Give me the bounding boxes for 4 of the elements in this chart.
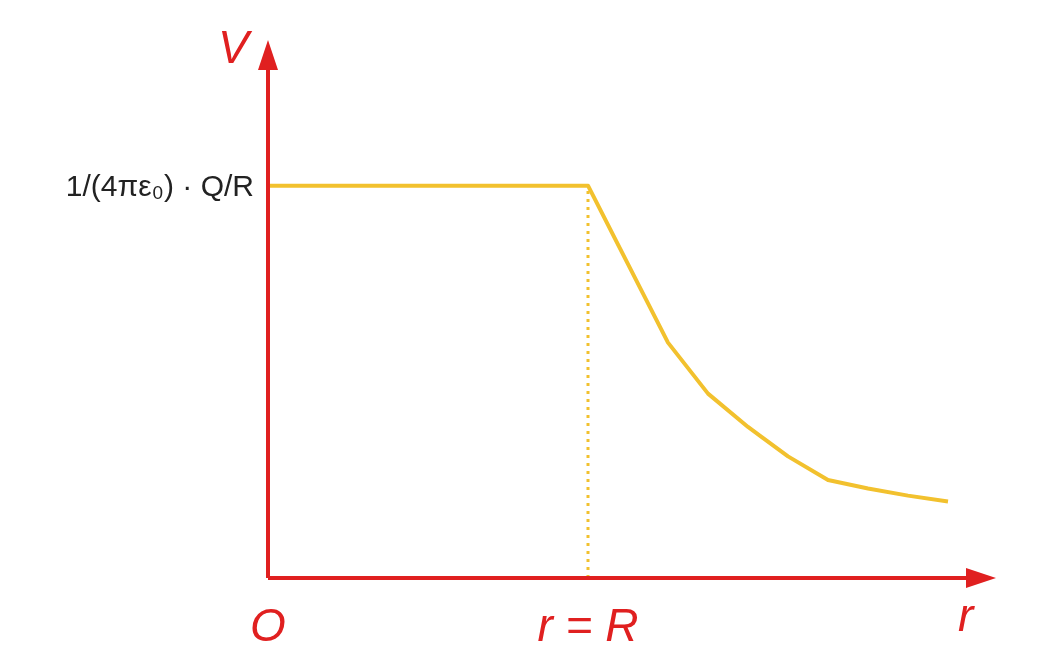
annotation: 1/(4πε₀) · Q/R	[65, 169, 254, 203]
x-tick-label: O	[250, 598, 286, 651]
x-axis-title: r	[958, 589, 974, 641]
x-tick-label: r = R	[537, 598, 639, 651]
